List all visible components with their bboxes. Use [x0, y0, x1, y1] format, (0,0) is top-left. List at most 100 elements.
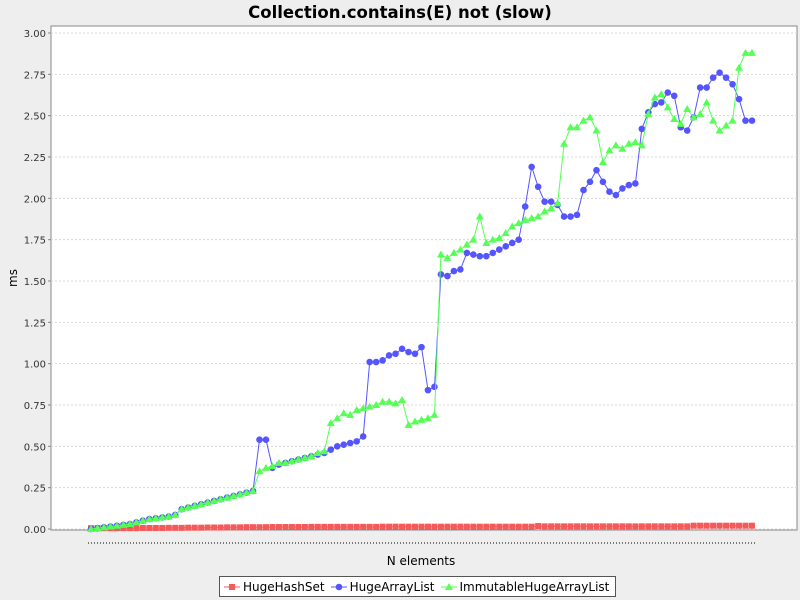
- data-point: [580, 186, 587, 194]
- data-point: [729, 522, 736, 529]
- data-point: [230, 524, 237, 531]
- data-point: [366, 358, 373, 366]
- data-point: [547, 198, 555, 205]
- data-point: [489, 249, 497, 257]
- data-point: [508, 222, 517, 230]
- data-point: [598, 157, 607, 165]
- y-axis: 0.00 0.25 0.50 0.75 1.00 1.25 1.50 1.75 2.00 2.25…: [24, 29, 51, 536]
- data-point: [749, 522, 755, 529]
- y-axis-label: ms: [6, 269, 20, 287]
- data-point: [145, 515, 154, 523]
- data-point: [619, 523, 626, 530]
- data-point: [151, 514, 160, 522]
- data-point: [405, 523, 412, 530]
- data-point: [534, 212, 543, 220]
- data-point: [624, 139, 633, 147]
- data-point: [677, 523, 684, 530]
- data-point: [573, 123, 582, 131]
- data-point: [489, 523, 496, 530]
- data-point: [146, 525, 153, 532]
- data-point: [573, 211, 581, 219]
- data-point: [528, 523, 535, 530]
- data-point: [560, 139, 569, 147]
- legend-label: ImmutableHugeArrayList: [459, 579, 610, 594]
- data-point: [658, 523, 665, 530]
- data-point: [391, 399, 400, 407]
- data-point: [509, 523, 516, 530]
- data-point: [204, 524, 211, 531]
- data-point: [534, 183, 542, 191]
- data-point: [269, 524, 276, 531]
- data-point: [671, 523, 678, 530]
- data-point: [431, 383, 438, 391]
- data-point: [683, 127, 691, 134]
- data-point: [527, 214, 536, 222]
- legend-label: HugeHashSet: [243, 579, 325, 594]
- data-point: [346, 410, 355, 418]
- data-point: [430, 410, 439, 418]
- data-point: [340, 441, 348, 448]
- data-point: [702, 98, 711, 106]
- data-point: [638, 523, 645, 530]
- data-point: [256, 524, 263, 531]
- data-point: [586, 523, 593, 530]
- data-point: [217, 524, 224, 531]
- data-point: [444, 272, 451, 280]
- data-point: [255, 467, 264, 475]
- data-point: [424, 523, 431, 530]
- data-point: [450, 267, 458, 275]
- data-point: [496, 523, 503, 530]
- data-point: [152, 525, 159, 532]
- data-point: [716, 69, 723, 76]
- data-point: [327, 523, 334, 530]
- data-point: [404, 420, 413, 428]
- data-point: [359, 433, 367, 440]
- chart-canvas: 0.00 0.25 0.50 0.75 1.00 1.25 1.50 1.75 2.00 2.25…: [6, 25, 798, 568]
- data-point: [625, 523, 632, 530]
- data-point: [262, 436, 270, 444]
- data-point: [274, 458, 283, 466]
- data-point: [676, 119, 685, 127]
- legend-item: ImmutableHugeArrayList: [440, 579, 610, 594]
- data-point: [411, 417, 420, 425]
- data-point: [287, 457, 296, 465]
- data-point: [353, 438, 360, 445]
- data-point: [710, 522, 717, 529]
- data-point: [567, 213, 574, 220]
- data-point: [501, 229, 510, 237]
- data-point: [462, 240, 471, 248]
- data-point: [684, 523, 691, 530]
- data-point: [703, 84, 710, 91]
- data-point: [664, 89, 672, 96]
- data-point: [191, 524, 198, 531]
- data-point: [580, 523, 587, 530]
- data-point: [495, 234, 504, 242]
- data-point: [392, 523, 399, 530]
- data-point: [683, 105, 692, 113]
- data-point: [359, 404, 368, 412]
- data-point: [372, 401, 381, 408]
- data-point: [333, 414, 342, 422]
- data-point: [398, 396, 407, 404]
- data-point: [177, 505, 186, 513]
- data-point: [664, 523, 671, 530]
- x-axis-label: N elements: [387, 554, 456, 568]
- data-point: [411, 350, 419, 358]
- legend-swatch: [224, 583, 240, 590]
- data-point: [139, 525, 146, 532]
- data-point: [514, 219, 523, 227]
- data-point: [586, 178, 594, 186]
- data-point: [637, 141, 646, 149]
- data-point: [185, 524, 192, 531]
- data-point: [190, 501, 199, 509]
- data-point: [210, 496, 219, 504]
- data-point: [522, 523, 529, 530]
- y-tick-label: 2.75: [24, 70, 46, 81]
- data-point: [178, 524, 185, 531]
- y-tick-label: 1.50: [24, 277, 46, 288]
- series-layer: [87, 48, 756, 533]
- data-point: [567, 523, 574, 530]
- data-point: [379, 523, 386, 530]
- plot-area: [50, 25, 798, 531]
- data-point: [87, 525, 95, 532]
